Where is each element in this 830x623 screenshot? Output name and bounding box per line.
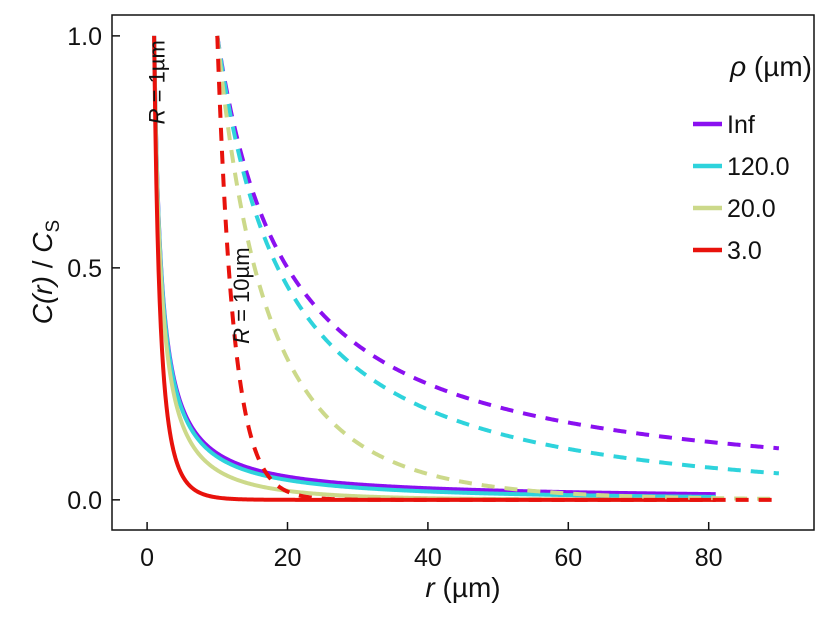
legend-label-120.0: 120.0	[727, 153, 790, 181]
x-tick-label: 40	[414, 544, 442, 572]
legend-title: ρ (µm)	[729, 51, 812, 82]
x-tick-label: 20	[274, 544, 302, 572]
legend-items: Inf 120.0 20.0 3.0	[693, 111, 790, 265]
y-axis-title: C(r) / CS	[27, 220, 64, 324]
series-line-R10-120.0	[215, 35, 780, 476]
series-line-R10-3.0	[215, 35, 780, 502]
y-tick-label: 0.0	[67, 487, 102, 515]
y-tick-label: 0.5	[67, 255, 102, 283]
annotation-r1: R = 1µm	[145, 40, 170, 124]
legend: ρ (µm) Inf 120.0 20.0 3.0	[693, 51, 812, 265]
legend-label-inf: Inf	[727, 111, 755, 139]
series-layer	[152, 35, 780, 502]
x-tick-label: 80	[695, 544, 723, 572]
legend-label-3.0: 3.0	[727, 237, 762, 265]
legend-label-20.0: 20.0	[727, 195, 776, 223]
tick-layer: 0 20 40 60 80 0.0 0.5 1.0	[67, 23, 722, 572]
y-tick-label: 1.0	[67, 23, 102, 51]
annotation-r10: R = 10µm	[229, 247, 254, 343]
plot-frame	[111, 14, 815, 531]
series-line-R10-20.0	[215, 35, 780, 501]
annotation-r10-label: R = 10µm	[229, 247, 254, 343]
x-tick-label: 60	[554, 544, 582, 572]
annotation-r1-label: R = 1µm	[145, 40, 170, 124]
series-line-R1-inf	[152, 35, 717, 497]
x-axis-title: r (µm)	[425, 572, 500, 603]
series-line-R10-inf	[215, 35, 780, 451]
x-tick-label: 0	[140, 544, 154, 572]
